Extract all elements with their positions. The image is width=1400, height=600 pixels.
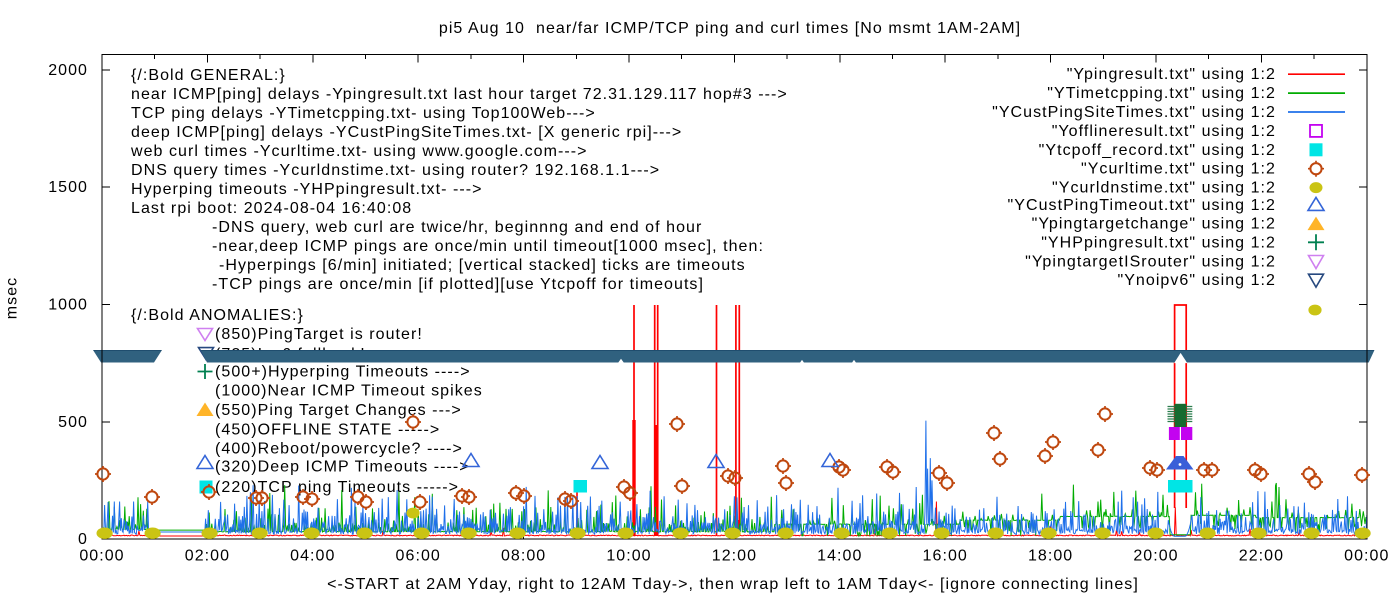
svg-text:1500: 1500 [48, 179, 88, 196]
svg-text:-near,deep ICMP pings are once: -near,deep ICMP pings are once/min until… [212, 238, 764, 255]
svg-text:Hyperping timeouts -YHPpingres: Hyperping timeouts -YHPpingresult.txt- -… [131, 181, 482, 198]
svg-text:"Ytcpoff_record.txt" using 1:2: "Ytcpoff_record.txt" using 1:2 [1039, 142, 1276, 159]
svg-text:"Ypingtargetchange" using 1:2: "Ypingtargetchange" using 1:2 [1032, 216, 1276, 233]
svg-text:"YpingtargetISrouter" using 1:: "YpingtargetISrouter" using 1:2 [1025, 254, 1276, 271]
svg-text:"Ypingresult.txt" using 1:2: "Ypingresult.txt" using 1:2 [1067, 66, 1276, 83]
svg-text:"Yofflineresult.txt" using 1:2: "Yofflineresult.txt" using 1:2 [1052, 123, 1276, 140]
svg-text:-Hyperpings [6/min] initiated;: -Hyperpings [6/min] initiated; [vertical… [219, 257, 746, 274]
svg-text:"Ycurltime.txt" using 1:2: "Ycurltime.txt" using 1:2 [1081, 161, 1276, 178]
svg-text:"Ynoipv6" using 1:2: "Ynoipv6" using 1:2 [1117, 272, 1276, 289]
svg-text:04:00: 04:00 [290, 548, 335, 565]
svg-text:-TCP pings are once/min [if pl: -TCP pings are once/min [if plotted][use… [212, 276, 704, 293]
svg-text:-DNS query, web curl are twice: -DNS query, web curl are twice/hr, begin… [212, 219, 702, 236]
svg-text:12:00: 12:00 [712, 548, 757, 565]
svg-text:"YCustPingSiteTimes.txt" using: "YCustPingSiteTimes.txt" using 1:2 [992, 104, 1276, 121]
svg-text:{/:Bold GENERAL:}: {/:Bold GENERAL:} [131, 67, 286, 84]
svg-text:06:00: 06:00 [396, 548, 441, 565]
svg-text:10:00: 10:00 [606, 548, 651, 565]
svg-text:22:00: 22:00 [1239, 548, 1284, 565]
svg-text:web curl times -Ycurltime.txt-: web curl times -Ycurltime.txt- using www… [130, 143, 588, 160]
svg-text:500: 500 [58, 414, 88, 431]
svg-text:00:00: 00:00 [1344, 548, 1389, 565]
svg-text:18:00: 18:00 [1028, 548, 1073, 565]
svg-text:(1000)Near ICMP Timeout spikes: (1000)Near ICMP Timeout spikes [215, 383, 483, 400]
svg-text:<-START at 2AM Yday, right to: <-START at 2AM Yday, right to 12AM Tday-… [327, 576, 1139, 593]
svg-text:00:00: 00:00 [79, 548, 124, 565]
svg-text:Last rpi boot: 2024-08-04 16:4: Last rpi boot: 2024-08-04 16:40:08 [131, 200, 412, 217]
svg-text:0: 0 [78, 531, 88, 548]
svg-text:pi5 Aug 10 near/far ICMP/TCP: pi5 Aug 10 near/far ICMP/TCP ping and cu… [439, 20, 1021, 37]
svg-text:(550)Ping Target Changes --->: (550)Ping Target Changes ---> [215, 402, 462, 419]
svg-text:"Ycurldnstime.txt" using 1:2: "Ycurldnstime.txt" using 1:2 [1052, 180, 1276, 197]
svg-text:08:00: 08:00 [501, 548, 546, 565]
svg-text:20:00: 20:00 [1133, 548, 1178, 565]
svg-text:"YCustPingTimeout.txt" using 1: "YCustPingTimeout.txt" using 1:2 [1008, 197, 1276, 214]
svg-text:14:00: 14:00 [817, 548, 862, 565]
svg-text:msec: msec [4, 277, 21, 319]
svg-text:1000: 1000 [48, 297, 88, 314]
svg-text:(450)OFFLINE STATE ----->: (450)OFFLINE STATE -----> [215, 422, 440, 439]
svg-text:TCP ping delays -YTimetcpping.: TCP ping delays -YTimetcpping.txt- using… [131, 105, 596, 122]
svg-text:{/:Bold ANOMALIES:}: {/:Bold ANOMALIES:} [131, 307, 304, 324]
svg-text:deep ICMP[ping] delays -YCustP: deep ICMP[ping] delays -YCustPingSiteTim… [131, 124, 682, 141]
svg-text:"YTimetcpping.txt" using 1:2: "YTimetcpping.txt" using 1:2 [1047, 85, 1276, 102]
svg-text:16:00: 16:00 [923, 548, 968, 565]
svg-text:2000: 2000 [48, 62, 88, 79]
svg-text:(850)PingTarget is router!: (850)PingTarget is router! [215, 326, 423, 343]
svg-text:(320)Deep ICMP Timeouts ---->: (320)Deep ICMP Timeouts ----> [215, 459, 470, 476]
svg-text:(500+)Hyperping Timeouts ---->: (500+)Hyperping Timeouts ----> [215, 364, 471, 381]
svg-text:(400)Reboot/powercycle? ---->: (400)Reboot/powercycle? ----> [215, 441, 463, 458]
svg-text:02:00: 02:00 [185, 548, 230, 565]
svg-text:DNS query times -Ycurldnstime.: DNS query times -Ycurldnstime.txt- using… [131, 162, 660, 179]
svg-text:"YHPpingresult.txt" using 1:2: "YHPpingresult.txt" using 1:2 [1041, 234, 1276, 251]
svg-text:near ICMP[ping] delays -Ypingr: near ICMP[ping] delays -Ypingresult.txt … [131, 86, 788, 103]
